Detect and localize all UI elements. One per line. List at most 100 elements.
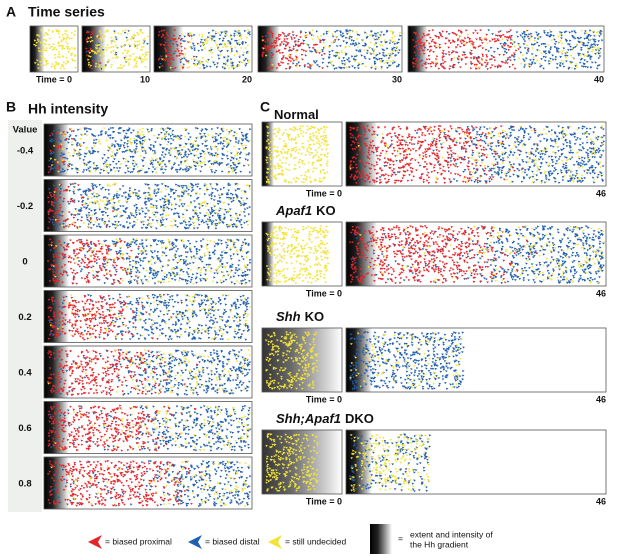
panel-label: B bbox=[6, 99, 16, 115]
cell-dots bbox=[265, 433, 320, 492]
panel-background bbox=[262, 222, 342, 286]
time-label: 46 bbox=[596, 496, 606, 506]
panel-frame bbox=[345, 221, 607, 287]
panel-frame bbox=[345, 327, 607, 393]
legend-arrow bbox=[88, 535, 102, 549]
condition-part: Shh bbox=[276, 309, 301, 324]
legend-label: the Hh gradient bbox=[410, 539, 469, 549]
value-column bbox=[8, 120, 42, 512]
panel-background bbox=[346, 122, 606, 186]
legend-label: = bbox=[398, 533, 403, 543]
panel-frame bbox=[43, 456, 253, 510]
condition-title: Normal bbox=[274, 107, 319, 122]
panel-frame bbox=[43, 234, 253, 288]
time-label: Time = 0 bbox=[36, 74, 72, 84]
panel-frame bbox=[43, 401, 253, 454]
condition-title: Shh KO bbox=[276, 309, 324, 324]
condition-part: Normal bbox=[274, 107, 319, 122]
value-label: 0.6 bbox=[18, 423, 31, 434]
cell-dots bbox=[85, 29, 102, 70]
cell-dots bbox=[56, 349, 252, 396]
panel-label: A bbox=[6, 4, 16, 20]
condition-title: Shh;Apaf1 DKO bbox=[276, 411, 374, 426]
legend-label: = biased proximal bbox=[105, 536, 172, 546]
cell-dots bbox=[47, 183, 152, 230]
panel-frame bbox=[29, 25, 79, 73]
panel-background bbox=[346, 430, 606, 494]
time-label: 46 bbox=[596, 188, 606, 198]
condition-part: DKO bbox=[345, 411, 374, 426]
panel-frame bbox=[261, 121, 343, 187]
panel-frame bbox=[43, 290, 253, 343]
cell-dots bbox=[47, 293, 184, 341]
panel-frame bbox=[261, 429, 343, 495]
time-label: 40 bbox=[594, 74, 604, 84]
cell-dots bbox=[349, 433, 432, 493]
panel-frame bbox=[43, 345, 253, 399]
cell-dots bbox=[86, 29, 150, 71]
cell-dots bbox=[349, 225, 538, 285]
time-label: 46 bbox=[596, 288, 606, 298]
cell-dots bbox=[47, 349, 199, 397]
value-label: -0.2 bbox=[17, 201, 33, 212]
panel-frame bbox=[43, 179, 253, 232]
panel-frame bbox=[153, 25, 253, 73]
condition-part: Shh;Apaf1 bbox=[276, 411, 341, 426]
cell-dots bbox=[265, 225, 330, 285]
panel-title: Time series bbox=[28, 4, 105, 20]
cell-dots bbox=[47, 182, 252, 230]
cell-dots bbox=[350, 225, 606, 285]
cell-dots bbox=[349, 331, 465, 391]
panel-frame bbox=[261, 327, 343, 393]
time-label: Time = 0 bbox=[306, 394, 342, 404]
legend-arrow bbox=[268, 535, 282, 549]
condition-part: KO bbox=[316, 203, 336, 218]
panel-background bbox=[346, 328, 606, 392]
cell-dots bbox=[414, 29, 604, 71]
cell-dots bbox=[349, 125, 539, 185]
cell-dots bbox=[349, 332, 464, 390]
cell-dots bbox=[264, 29, 402, 71]
legend-label: = still undecided bbox=[285, 536, 346, 546]
time-label: 10 bbox=[140, 74, 150, 84]
panel-frame bbox=[345, 121, 607, 187]
cell-dots bbox=[435, 29, 603, 70]
value-label: 0.8 bbox=[18, 479, 31, 490]
condition-title: Apaf1 KO bbox=[275, 203, 336, 218]
condition-part: KO bbox=[305, 309, 325, 324]
time-label: Time = 0 bbox=[306, 188, 342, 198]
legend-arrow bbox=[188, 535, 202, 549]
panel-frame bbox=[81, 25, 151, 73]
cell-dots bbox=[47, 460, 203, 507]
cell-dots bbox=[48, 127, 252, 175]
panel-frame bbox=[261, 221, 343, 287]
time-label: 30 bbox=[392, 74, 402, 84]
cell-dots bbox=[412, 29, 531, 71]
legend-gradient bbox=[370, 524, 392, 554]
column-header: Value bbox=[13, 125, 38, 136]
panel-background bbox=[262, 328, 342, 392]
cell-dots bbox=[47, 238, 141, 286]
value-label: -0.4 bbox=[17, 146, 34, 157]
value-label: 0.4 bbox=[18, 368, 32, 379]
cell-dots bbox=[265, 125, 330, 185]
time-label: Time = 0 bbox=[306, 288, 342, 298]
time-label: 20 bbox=[242, 74, 252, 84]
panel-label: C bbox=[260, 99, 270, 115]
cell-dots bbox=[261, 29, 337, 70]
value-label: 0.2 bbox=[18, 312, 31, 323]
time-label: 46 bbox=[596, 394, 606, 404]
panel-frame bbox=[345, 429, 607, 495]
panel-frame bbox=[43, 123, 253, 177]
legend-label: = biased distal bbox=[205, 536, 260, 546]
cell-dots bbox=[262, 29, 402, 71]
panel-frame bbox=[257, 25, 403, 73]
value-label: 0 bbox=[22, 257, 27, 268]
cell-dots bbox=[265, 331, 319, 391]
time-label: Time = 0 bbox=[306, 496, 342, 506]
cell-dots bbox=[49, 127, 252, 175]
cell-dots bbox=[51, 460, 252, 508]
cell-dots bbox=[33, 29, 78, 70]
cell-dots bbox=[157, 29, 200, 71]
